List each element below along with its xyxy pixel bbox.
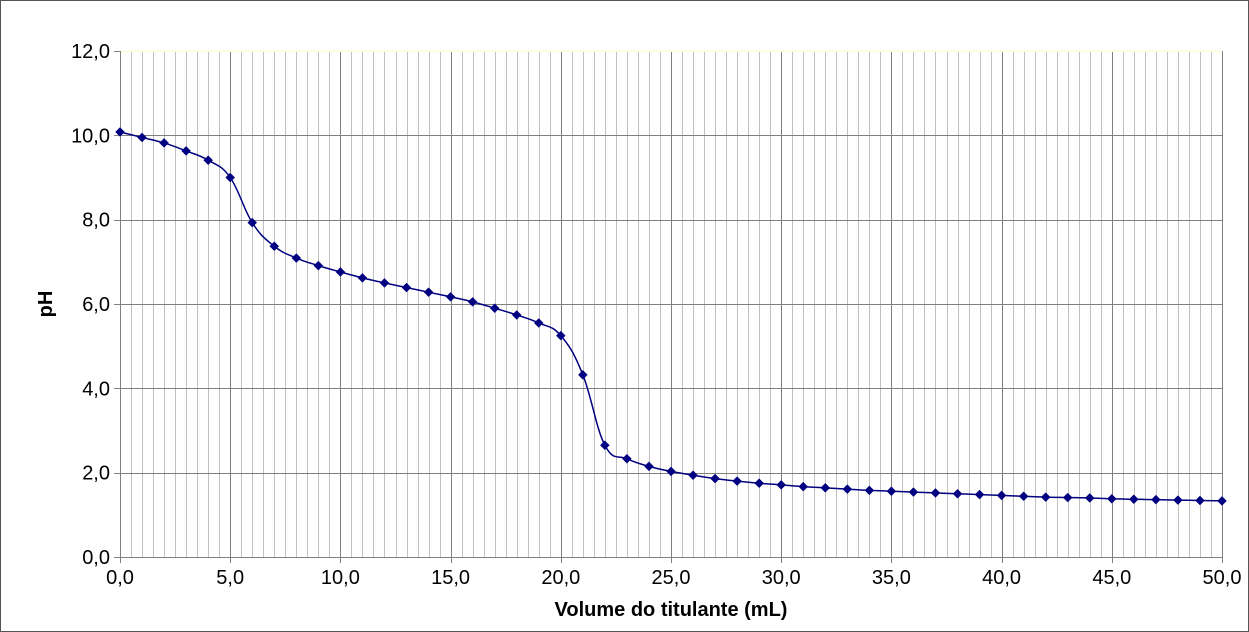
data-point-marker bbox=[1128, 494, 1139, 505]
data-point-marker bbox=[952, 488, 963, 499]
data-point-marker bbox=[996, 490, 1007, 501]
data-point-marker bbox=[401, 282, 412, 293]
x-axis-title: Volume do titulante (mL) bbox=[555, 599, 788, 621]
y-tick-label: 4,0 bbox=[82, 378, 110, 400]
data-point-marker bbox=[511, 310, 522, 320]
y-tick-label: 2,0 bbox=[82, 463, 110, 485]
x-tick-label: 40,0 bbox=[982, 567, 1021, 589]
data-point-marker bbox=[335, 267, 346, 277]
data-point-marker bbox=[137, 132, 147, 143]
x-tick-label: 0,0 bbox=[106, 567, 134, 589]
data-point-marker bbox=[181, 146, 191, 156]
x-tick-label: 10,0 bbox=[321, 567, 360, 589]
series-ph-curve bbox=[115, 127, 1227, 506]
data-point-marker bbox=[886, 486, 897, 497]
data-point-marker bbox=[974, 489, 985, 500]
x-tick-label: 35,0 bbox=[872, 567, 911, 589]
data-point-marker bbox=[1062, 492, 1073, 503]
data-point-marker bbox=[247, 217, 258, 228]
data-point-marker bbox=[930, 488, 941, 498]
data-point-marker bbox=[379, 278, 390, 288]
x-tick-label: 50,0 bbox=[1203, 567, 1242, 589]
data-point-marker bbox=[533, 318, 544, 328]
data-point-marker bbox=[577, 369, 588, 380]
x-tick-label: 5,0 bbox=[216, 567, 244, 589]
data-point-marker bbox=[710, 473, 720, 484]
data-point-marker bbox=[622, 453, 632, 464]
x-tick-label: 30,0 bbox=[762, 567, 801, 589]
data-point-marker bbox=[1018, 491, 1029, 502]
y-tick-label: 8,0 bbox=[82, 210, 110, 232]
y-axis-title: pH bbox=[35, 291, 57, 318]
data-point-marker bbox=[225, 172, 236, 183]
data-point-marker bbox=[1195, 495, 1205, 506]
data-point-marker bbox=[555, 330, 566, 341]
data-point-marker bbox=[115, 127, 125, 137]
data-point-marker bbox=[666, 466, 676, 477]
x-tick-label: 45,0 bbox=[1092, 567, 1131, 589]
data-point-marker bbox=[754, 478, 765, 489]
data-point-marker bbox=[600, 440, 610, 451]
data-point-marker bbox=[467, 297, 478, 307]
data-point-marker bbox=[357, 273, 368, 283]
data-point-marker bbox=[1151, 494, 1161, 505]
data-point-marker bbox=[445, 291, 456, 302]
data-point-marker bbox=[203, 155, 214, 166]
data-point-marker bbox=[159, 138, 169, 148]
data-point-marker bbox=[798, 481, 809, 492]
axes bbox=[114, 51, 1223, 563]
x-tick-label: 25,0 bbox=[652, 567, 691, 589]
data-point-marker bbox=[1084, 493, 1095, 503]
data-point-marker bbox=[1173, 495, 1183, 505]
data-point-marker bbox=[1106, 493, 1117, 504]
data-point-marker bbox=[732, 476, 742, 486]
data-point-marker bbox=[820, 482, 831, 493]
data-point-marker bbox=[291, 253, 302, 263]
data-point-marker bbox=[842, 484, 853, 494]
data-point-marker bbox=[644, 461, 654, 472]
data-point-marker bbox=[688, 470, 698, 481]
x-tick-label: 15,0 bbox=[431, 567, 470, 589]
data-point-marker bbox=[776, 480, 787, 490]
data-point-marker bbox=[908, 487, 919, 497]
y-tick-label: 12,0 bbox=[71, 41, 110, 63]
data-point-marker bbox=[313, 260, 324, 271]
grid bbox=[120, 51, 1223, 557]
data-point-marker bbox=[423, 287, 434, 298]
data-point-marker bbox=[269, 241, 280, 252]
data-point-marker bbox=[489, 303, 500, 314]
tick-labels: 0,0 2,0 4,0 6,0 8,0 10,0 12,0 0,0 5,0 10,0 15,0 20,… bbox=[71, 41, 1241, 589]
data-point-marker bbox=[1040, 492, 1051, 502]
data-point-marker bbox=[864, 485, 875, 496]
data-point-marker bbox=[1217, 496, 1227, 506]
y-tick-label: 10,0 bbox=[71, 125, 110, 147]
x-tick-label: 20,0 bbox=[541, 567, 580, 589]
y-tick-label: 6,0 bbox=[82, 294, 110, 316]
y-tick-label: 0,0 bbox=[82, 547, 110, 569]
